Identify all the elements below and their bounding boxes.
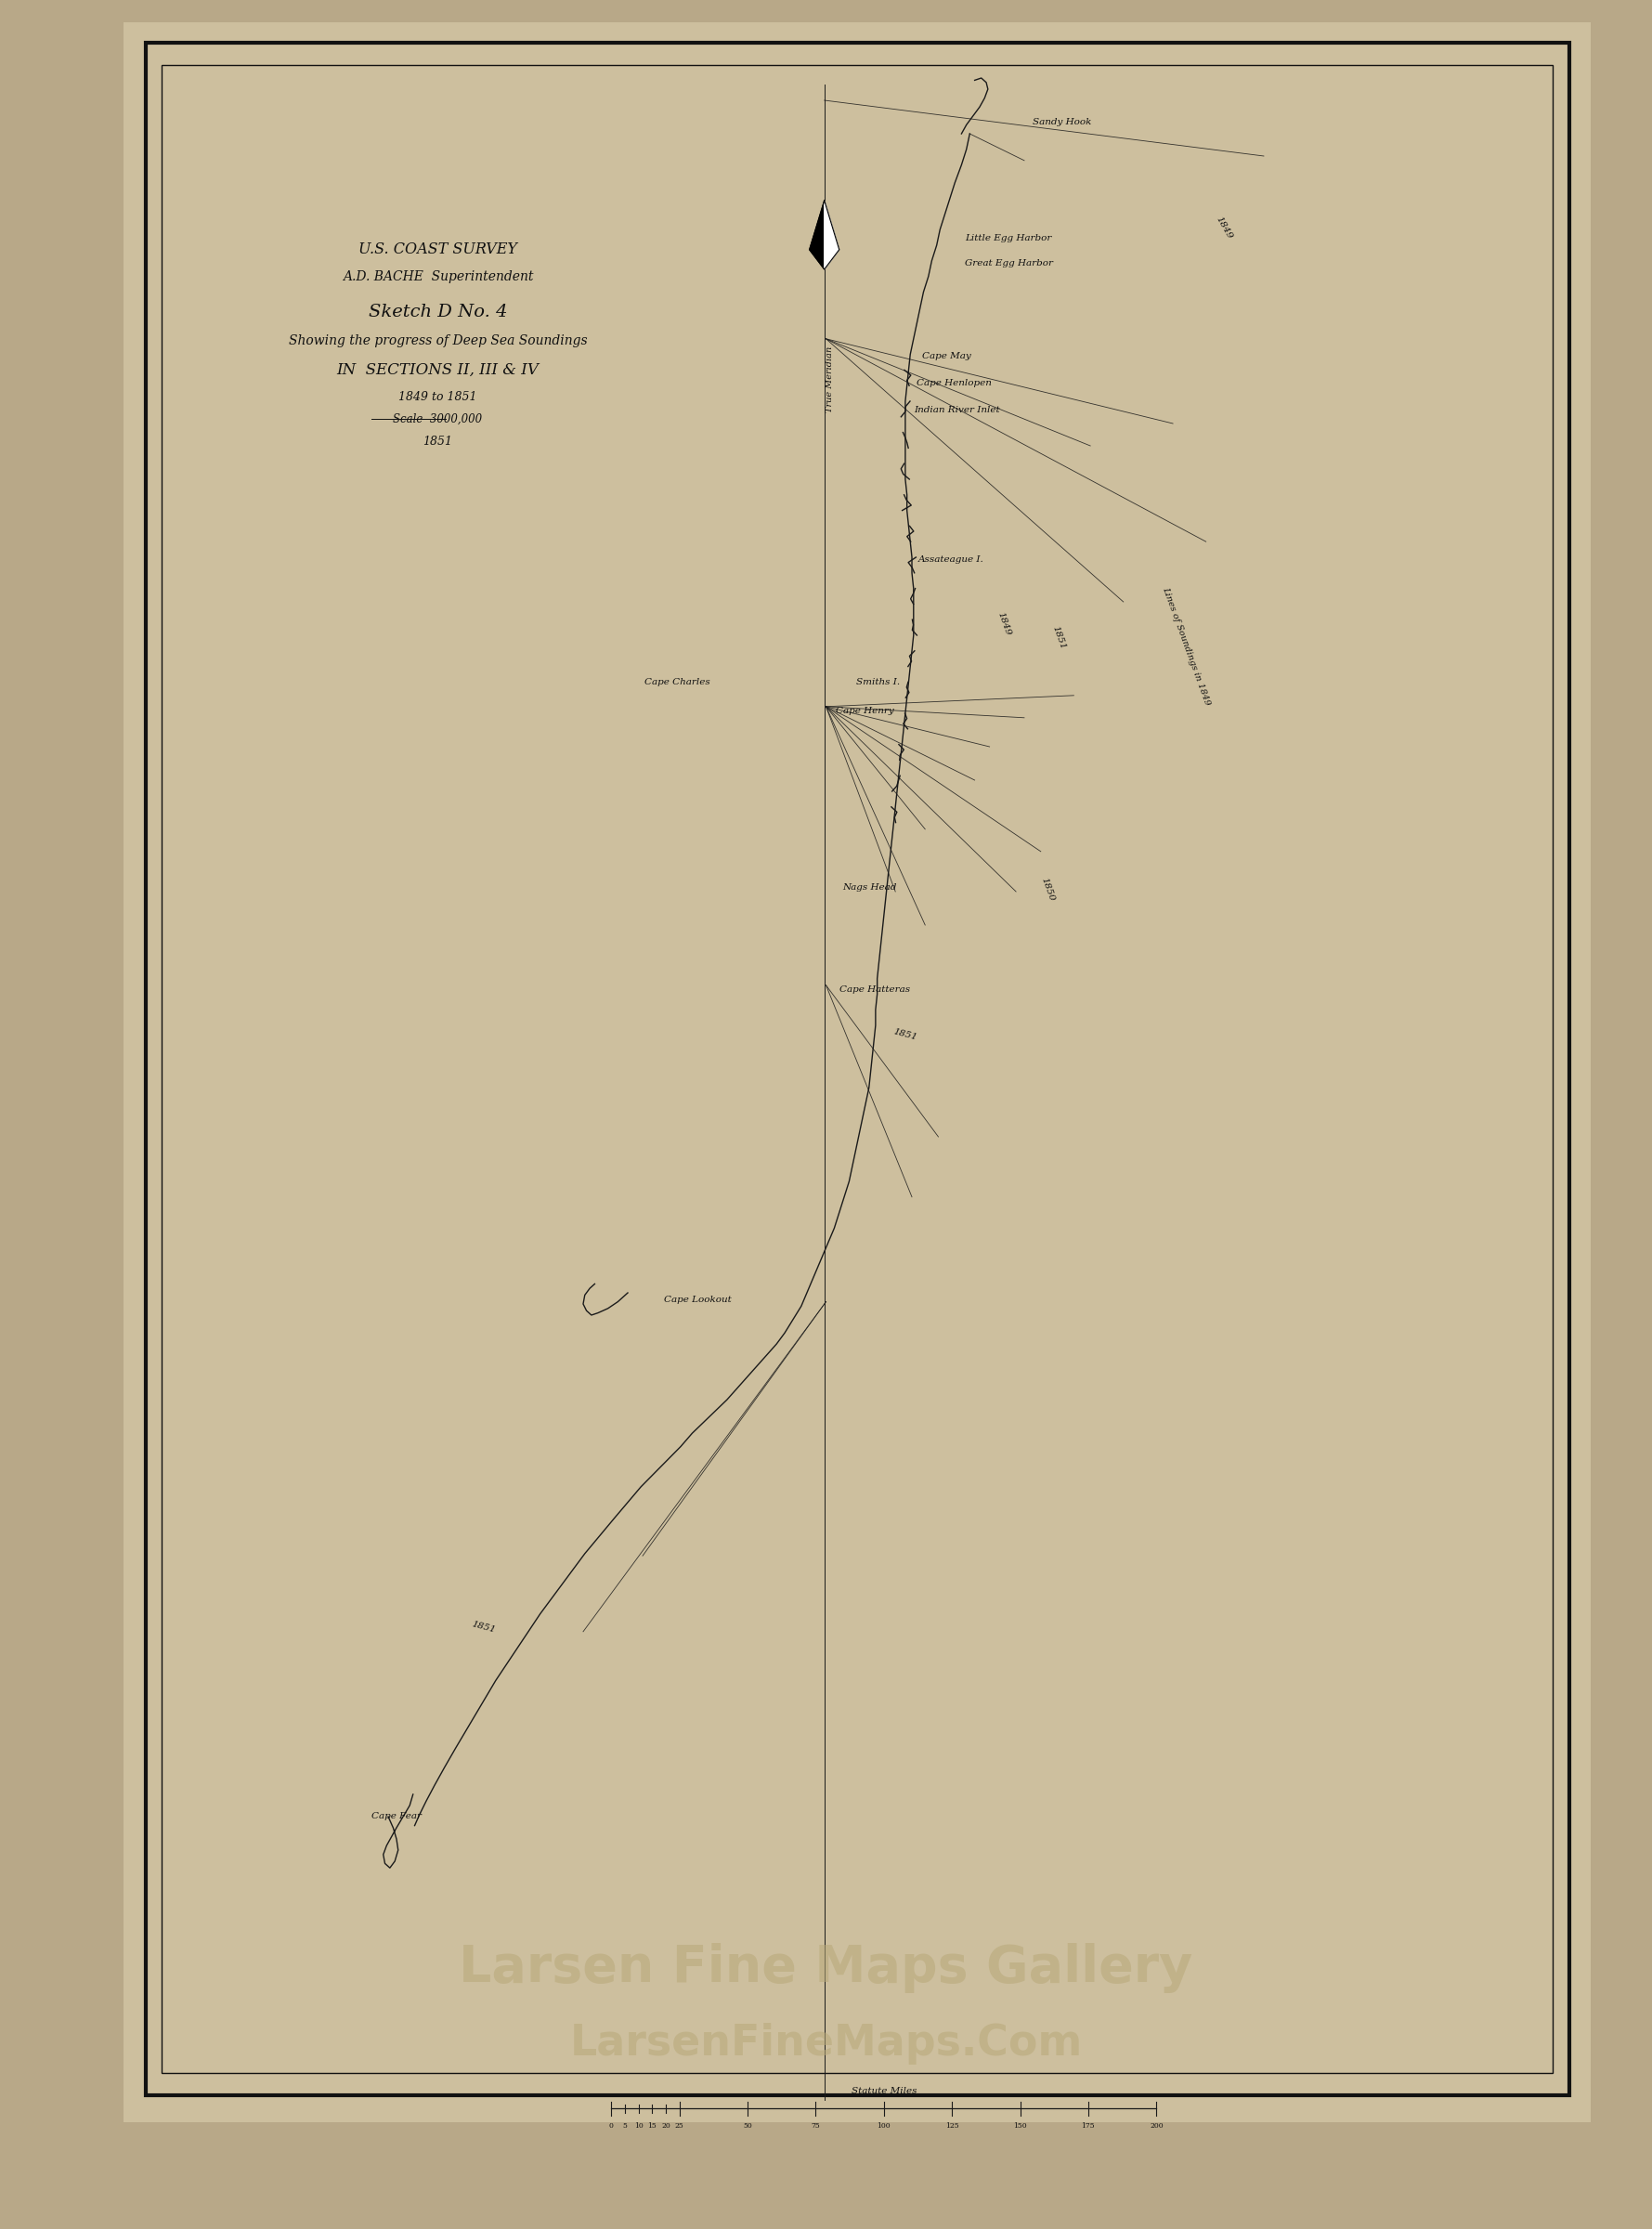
Text: Sketch D No. 4: Sketch D No. 4 — [368, 303, 507, 321]
Text: A.D. BACHE  Superintendent: A.D. BACHE Superintendent — [342, 270, 534, 283]
Text: Cape Hatteras: Cape Hatteras — [839, 985, 910, 994]
Text: 1851: 1851 — [423, 435, 453, 448]
Text: 1849 to 1851: 1849 to 1851 — [398, 390, 477, 403]
Bar — [124, 22, 1591, 2122]
Text: 75: 75 — [811, 2122, 819, 2129]
Text: 100: 100 — [877, 2122, 890, 2129]
Text: Cape Fear: Cape Fear — [372, 1812, 421, 1821]
Text: Statute Miles: Statute Miles — [851, 2086, 917, 2095]
Polygon shape — [809, 201, 839, 270]
Text: Lines of Soundings in 1849: Lines of Soundings in 1849 — [1161, 586, 1211, 707]
Text: 20: 20 — [661, 2122, 671, 2129]
Text: Assateague I.: Assateague I. — [919, 555, 985, 564]
Text: U.S. COAST SURVEY: U.S. COAST SURVEY — [358, 241, 517, 259]
Text: 125: 125 — [945, 2122, 958, 2129]
Text: 50: 50 — [743, 2122, 752, 2129]
Text: 25: 25 — [676, 2122, 684, 2129]
Text: Showing the progress of Deep Sea Soundings: Showing the progress of Deep Sea Soundin… — [289, 334, 586, 348]
Text: 1849: 1849 — [1214, 214, 1234, 241]
Text: 200: 200 — [1150, 2122, 1163, 2129]
Text: 1850: 1850 — [1039, 876, 1056, 903]
Text: True Meridian: True Meridian — [824, 345, 834, 412]
Text: Great Egg Harbor: Great Egg Harbor — [965, 259, 1052, 267]
Text: Little Egg Harbor: Little Egg Harbor — [965, 234, 1051, 243]
Bar — [145, 42, 1569, 2095]
Text: Scale  3000,000: Scale 3000,000 — [393, 412, 482, 426]
Text: 1851: 1851 — [1051, 624, 1067, 651]
Text: IN  SECTIONS II, III & IV: IN SECTIONS II, III & IV — [337, 361, 539, 379]
Text: Cape Lookout: Cape Lookout — [664, 1295, 732, 1304]
Text: 150: 150 — [1013, 2122, 1028, 2129]
Text: Sandy Hook: Sandy Hook — [1032, 118, 1092, 127]
Polygon shape — [824, 201, 839, 270]
Text: 0: 0 — [610, 2122, 613, 2129]
Text: Cape May: Cape May — [922, 352, 971, 361]
Text: Cape Charles: Cape Charles — [644, 678, 710, 687]
Text: 175: 175 — [1082, 2122, 1095, 2129]
Text: 1851: 1851 — [471, 1620, 497, 1634]
Text: Cape Henlopen: Cape Henlopen — [917, 379, 991, 388]
Text: 1851: 1851 — [892, 1028, 919, 1041]
Text: Smiths I.: Smiths I. — [856, 678, 899, 687]
Text: Nags Head: Nags Head — [843, 883, 897, 892]
Text: LarsenFineMaps.Com: LarsenFineMaps.Com — [570, 2024, 1082, 2064]
Text: 15: 15 — [648, 2122, 656, 2129]
Text: 5: 5 — [623, 2122, 628, 2129]
Text: Larsen Fine Maps Gallery: Larsen Fine Maps Gallery — [459, 1944, 1193, 1993]
Text: 10: 10 — [634, 2122, 643, 2129]
Text: Indian River Inlet: Indian River Inlet — [914, 406, 999, 415]
Text: 1849: 1849 — [996, 611, 1013, 637]
Text: Cape Henry: Cape Henry — [836, 707, 894, 716]
Bar — [162, 65, 1553, 2073]
